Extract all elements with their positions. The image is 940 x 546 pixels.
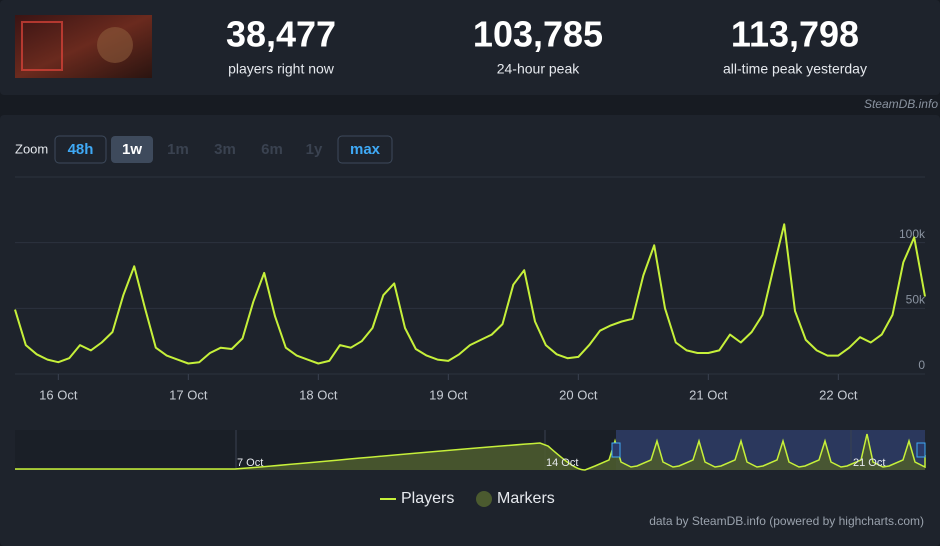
- navigator-label: 21 Oct: [853, 457, 885, 469]
- x-tick-label: 20 Oct: [559, 387, 598, 402]
- y-tick-label: 0: [918, 358, 925, 372]
- y-tick-label: 100k: [899, 227, 926, 241]
- zoom-button-label: 1m: [167, 141, 189, 158]
- zoom-button-label[interactable]: 48h: [68, 141, 94, 158]
- x-tick-label: 21 Oct: [689, 387, 728, 402]
- thumbnail-art: [21, 21, 63, 71]
- x-tick-label: 19 Oct: [429, 387, 468, 402]
- zoom-button-label[interactable]: max: [350, 141, 381, 158]
- navigator-area: [15, 434, 925, 470]
- source-label: SteamDB.info: [864, 97, 938, 111]
- navigator-line: [15, 433, 926, 471]
- stats-panel: [0, 0, 940, 95]
- zoom-button-label: 6m: [261, 141, 283, 158]
- zoom-button-label: 1y: [306, 141, 323, 158]
- navigator-label: 7 Oct: [237, 457, 263, 469]
- stat-label: all-time peak yesterday: [723, 61, 867, 77]
- zoom-button[interactable]: [54, 135, 107, 164]
- players-line: [14, 223, 926, 365]
- legend-label[interactable]: Players: [401, 490, 454, 507]
- navigator-handle[interactable]: [611, 442, 621, 458]
- stat-value: 103,785: [473, 14, 603, 55]
- stat-label: players right now: [228, 61, 335, 77]
- zoom-label: Zoom: [15, 141, 48, 156]
- zoom-button-label: 3m: [214, 141, 236, 158]
- y-tick-label: 50k: [906, 293, 926, 307]
- x-tick-label: 17 Oct: [169, 387, 208, 402]
- legend-marker: [476, 491, 492, 507]
- stat-label: 24-hour peak: [497, 61, 581, 77]
- x-tick-label: 16 Oct: [39, 387, 78, 402]
- x-tick-label: 18 Oct: [299, 387, 338, 402]
- x-tick-label: 22 Oct: [819, 387, 858, 402]
- stat-value: 113,798: [731, 14, 859, 55]
- zoom-button[interactable]: [111, 136, 153, 163]
- navigator-label: 14 Oct: [546, 457, 578, 469]
- navigator-handle[interactable]: [916, 442, 926, 458]
- credit: data by SteamDB.info (powered by highcha…: [649, 514, 924, 528]
- zoom-button-label[interactable]: 1w: [122, 141, 142, 158]
- thumbnail-art: [97, 27, 133, 63]
- zoom-button[interactable]: [337, 135, 393, 164]
- stat-value: 38,477: [226, 14, 336, 55]
- chart-panel: [0, 115, 940, 546]
- legend-label[interactable]: Markers: [497, 490, 555, 507]
